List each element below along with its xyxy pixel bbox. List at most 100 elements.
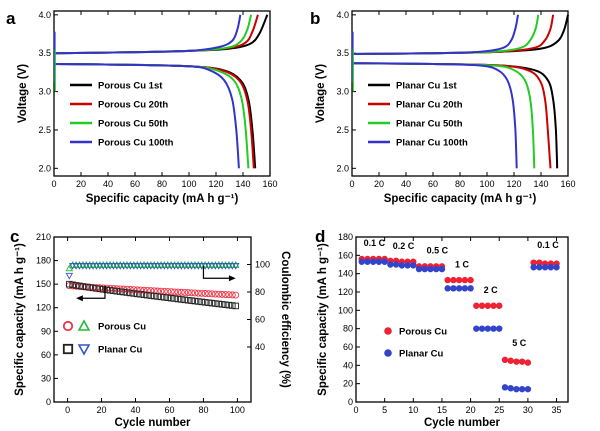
d-series-1-point xyxy=(364,258,371,265)
d-series-1-point xyxy=(369,258,377,265)
c-capacity-marker-1 xyxy=(130,290,138,297)
d-rate-label-2: 0.5 C xyxy=(427,246,449,256)
a-x-axis-label: Specific capacity (mA h g⁻¹) xyxy=(86,193,239,205)
c-capacity-marker-0 xyxy=(208,290,216,298)
d-x-tick-label: 0 xyxy=(353,405,358,415)
c-capacity-marker-1 xyxy=(232,302,239,310)
d-series-1-point xyxy=(541,264,549,271)
c-capacity-marker-0 xyxy=(218,290,226,298)
c-legend-marker-porous-efficiency xyxy=(77,319,91,331)
c-capacity-marker-1 xyxy=(167,294,175,302)
d-rate-label-5: 5 C xyxy=(512,338,527,348)
a-x-tick-label: 20 xyxy=(76,179,86,189)
a-y-tick-label: 4.0 xyxy=(38,10,51,20)
c-capacity-marker-1 xyxy=(212,300,219,307)
d-series-0-point xyxy=(461,276,469,284)
d-series-0-point xyxy=(518,358,526,365)
c-capacity-marker-1 xyxy=(201,299,209,306)
d-x-tick-label: 30 xyxy=(523,405,533,415)
d-x-tick-label: 35 xyxy=(552,405,562,415)
b-y-tick-label: 3.0 xyxy=(336,87,349,97)
d-series-1-point xyxy=(530,264,537,271)
c-capacity-marker-0 xyxy=(188,289,196,297)
c-capacity-marker-1 xyxy=(76,282,83,290)
c-legend-marker-porous-capacity xyxy=(62,320,74,332)
a-x-tick-label: 80 xyxy=(157,179,167,189)
d-series-1-point xyxy=(461,285,469,292)
c-y-tick-label: 60 xyxy=(41,350,51,360)
b-x-tick-label: 100 xyxy=(479,179,494,189)
d-x-tick-label: 20 xyxy=(466,405,476,415)
d-series-0-point xyxy=(473,302,480,309)
c-capacity-marker-1 xyxy=(222,301,229,308)
c-capacity-marker-1 xyxy=(106,287,114,294)
d-series-1-point xyxy=(358,258,365,265)
d-y-tick-label: 40 xyxy=(343,360,353,370)
b-x-tick-label: 160 xyxy=(560,179,575,189)
d-y-tick-label: 140 xyxy=(338,269,353,279)
a-y-tick-label: 2.5 xyxy=(38,125,51,135)
c-capacity-marker-0 xyxy=(222,291,229,298)
b-legend-label-1: Planar Cu 20th xyxy=(396,100,463,111)
d-series-1-point xyxy=(450,285,457,292)
d-series-1-point xyxy=(524,385,532,393)
d-series-0-point xyxy=(478,302,486,309)
d-series-1-point xyxy=(375,258,383,265)
b-legend-label-2: Planar Cu 50th xyxy=(396,119,463,130)
c-efficiency-marker-0 xyxy=(65,264,74,272)
c-capacity-marker-1 xyxy=(83,283,90,291)
d-series-1-point xyxy=(438,265,446,273)
d-legend-marker-0 xyxy=(384,327,392,335)
d-series-1-point xyxy=(387,261,394,268)
c-arrow-left-head xyxy=(76,295,83,302)
a-y-tick-label: 3.0 xyxy=(38,87,51,97)
b-series-1-charge-line xyxy=(351,14,555,55)
c-y-tick-label: 120 xyxy=(36,303,51,313)
c-capacity-marker-1 xyxy=(110,287,117,294)
c-legend-marker-planar-efficiency xyxy=(77,344,91,356)
c-capacity-marker-0 xyxy=(225,291,233,299)
d-y-tick-label: 80 xyxy=(343,324,353,334)
panel-a: a 0 20 40 60 80 100 120 140 160 2.0 2.5 3.0 3.5 4.0 Sp… xyxy=(6,9,278,205)
c-capacity-marker-1 xyxy=(154,293,161,300)
d-rate-label-1: 0.2 C xyxy=(393,241,415,251)
c-capacity-marker-0 xyxy=(167,288,175,296)
panel-c: c 0 20 40 60 80 100 0 30 60 90 120 150 180 210 40 60 80 1… xyxy=(10,227,291,429)
d-series-0-point xyxy=(530,259,537,266)
c-capacity-marker-0 xyxy=(137,286,145,294)
d-series-1-point xyxy=(484,325,491,332)
b-plot-frame xyxy=(351,10,569,177)
c-plot-frame xyxy=(53,236,252,403)
a-x-tick-label: 100 xyxy=(181,179,196,189)
a-series-3-charge-line xyxy=(53,14,242,55)
d-series-1-point xyxy=(398,262,406,269)
c-capacity-marker-0 xyxy=(140,286,148,294)
d-series-1-point xyxy=(455,285,463,292)
c-capacity-marker-1 xyxy=(215,300,222,308)
c-x-tick-label: 100 xyxy=(230,405,245,415)
c-capacity-marker-1 xyxy=(147,292,155,299)
c-capacity-marker-0 xyxy=(184,289,192,297)
b-x-tick-label: 40 xyxy=(401,179,411,189)
a-legend-label-0: Porous Cu 1st xyxy=(98,81,163,92)
d-y-tick-label: 0 xyxy=(348,397,353,407)
c-capacity-marker-0 xyxy=(150,287,158,295)
d-series-0-point xyxy=(536,259,543,266)
b-x-tick-label: 60 xyxy=(428,179,438,189)
a-legend-label-2: Porous Cu 50th xyxy=(98,119,168,130)
d-series-0-point xyxy=(455,276,463,284)
d-series-1-point xyxy=(444,285,451,292)
c-capacity-marker-1 xyxy=(198,298,205,306)
c-capacity-marker-0 xyxy=(215,290,223,298)
a-y-tick-label: 3.5 xyxy=(38,48,51,58)
c-capacity-marker-1 xyxy=(171,295,178,302)
b-x-tick-label: 140 xyxy=(533,179,548,189)
d-series-1-point xyxy=(553,264,560,271)
c-arrow-right-head xyxy=(228,275,236,282)
d-legend-label-0: Porous Cu xyxy=(399,327,447,338)
b-x-axis-label: Specific capacity (mA h g⁻¹) xyxy=(384,193,537,205)
d-series-1-point xyxy=(467,285,474,292)
c-efficiency-marker-1 xyxy=(231,262,240,270)
c-capacity-marker-0 xyxy=(177,288,185,296)
d-series-1-point xyxy=(421,265,428,273)
